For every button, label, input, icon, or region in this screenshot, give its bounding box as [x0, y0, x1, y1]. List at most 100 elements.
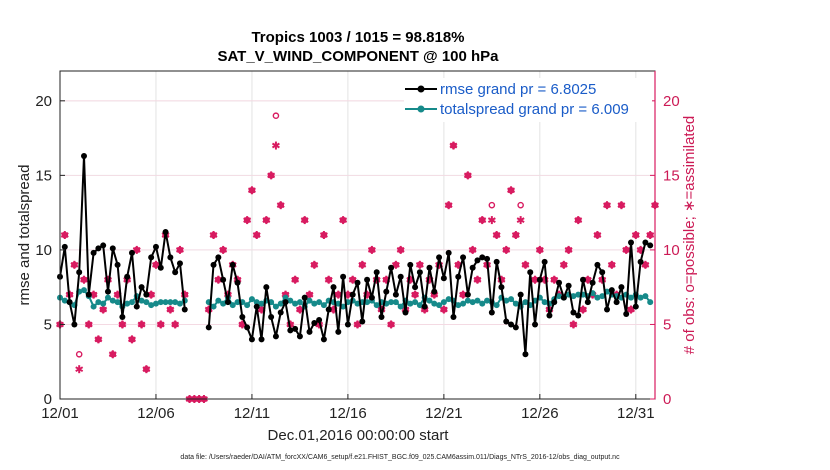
chart-title: Tropics 1003 / 1015 = 98.818%	[251, 29, 464, 46]
obs-assimilated-point	[310, 260, 319, 269]
legend-rmse-label: rmse grand pr = 6.8025	[440, 81, 596, 98]
rmse-point	[503, 318, 510, 325]
rmse-point	[244, 324, 251, 331]
rmse-point	[584, 299, 591, 306]
rmse-point	[565, 282, 572, 289]
rmse-point	[613, 299, 620, 306]
rmse-point	[388, 264, 395, 271]
x-tick-label: 12/06	[137, 405, 175, 422]
spread-point	[522, 299, 529, 306]
y-tick-label: 15	[35, 167, 52, 184]
rmse-point	[325, 306, 332, 313]
rmse-point	[421, 303, 428, 310]
rmse-point	[176, 260, 183, 267]
chart-subtitle: SAT_V_WIND_COMPONENT @ 100 hPa	[217, 48, 499, 65]
obs-possible-point	[488, 201, 496, 209]
rmse-point	[589, 279, 596, 286]
spread-point	[287, 297, 294, 304]
rmse-point	[383, 288, 390, 295]
obs-assimilated-point	[535, 245, 544, 254]
rmse-point	[493, 258, 500, 265]
obs-assimilated-point	[521, 260, 530, 269]
spread-point	[90, 303, 97, 310]
obs-assimilated-point	[387, 320, 396, 329]
rmse-point	[349, 291, 356, 298]
rmse-point	[239, 314, 246, 320]
rmse-point	[464, 291, 471, 298]
spread-point	[277, 300, 284, 307]
spread-point	[124, 300, 131, 307]
spread-point	[316, 299, 323, 306]
obs-possible-point	[75, 350, 83, 358]
rmse-point	[272, 333, 279, 340]
spread-point	[431, 300, 438, 307]
rmse-point	[71, 321, 78, 328]
spread-point	[176, 300, 183, 307]
rmse-point	[436, 254, 443, 261]
rmse-point	[373, 269, 380, 276]
rmse-point	[100, 242, 107, 249]
spread-point	[282, 294, 289, 301]
spread-point	[229, 302, 236, 309]
obs-assimilated-point	[142, 365, 151, 374]
rmse-point	[416, 269, 423, 276]
rmse-point	[277, 309, 284, 316]
rmse-point	[575, 312, 582, 319]
obs-assimilated-point	[516, 216, 525, 225]
rmse-point	[484, 255, 491, 262]
x-tick-label: 12/26	[521, 405, 559, 422]
obs-possible-point	[272, 112, 280, 120]
obs-assimilated-point	[166, 305, 175, 314]
legend-box	[404, 78, 652, 122]
spread-point	[320, 302, 327, 309]
obs-assimilated-point	[319, 231, 328, 239]
obs-assimilated-point	[511, 231, 520, 239]
rmse-point	[104, 288, 111, 295]
spread-point	[172, 299, 179, 306]
spread-point	[311, 300, 318, 307]
y-right-tick-label: 0	[663, 391, 671, 408]
spread-point	[244, 302, 251, 309]
obs-assimilated-point	[603, 201, 611, 210]
obs-assimilated-point	[411, 290, 420, 299]
rmse-point	[594, 261, 601, 268]
obs-assimilated-point	[70, 260, 79, 269]
rmse-point	[402, 309, 409, 316]
obs-assimilated-point	[473, 275, 482, 284]
spread-point	[469, 299, 476, 306]
rmse-point	[316, 316, 323, 323]
spread-point	[296, 299, 303, 306]
obs-assimilated-point	[617, 201, 626, 210]
obs-assimilated-point	[324, 275, 333, 284]
rmse-point	[224, 299, 231, 306]
obs-assimilated-point	[247, 186, 256, 195]
rmse-point	[512, 324, 519, 331]
rmse-point	[364, 276, 371, 283]
rmse-point	[66, 299, 73, 306]
obs-assimilated-point	[492, 231, 501, 239]
obs-assimilated-point	[108, 350, 117, 359]
spread-point	[80, 287, 87, 294]
spread-point	[556, 293, 563, 300]
rmse-point	[124, 273, 131, 280]
legend-spread-marker	[417, 105, 425, 113]
obs-assimilated-point	[579, 305, 588, 314]
obs-layer	[56, 111, 659, 403]
obs-assimilated-point	[367, 245, 376, 254]
spread-point	[474, 297, 481, 304]
rmse-point	[80, 152, 87, 159]
spread-point	[594, 294, 601, 301]
spread-point	[575, 291, 582, 298]
obs-assimilated-point	[252, 231, 261, 239]
rmse-point	[296, 333, 303, 340]
rmse-point	[253, 303, 260, 310]
rmse-point	[109, 245, 116, 252]
y-right-tick-label: 5	[663, 316, 671, 333]
obs-assimilated-point	[468, 245, 477, 254]
spread-point	[128, 299, 135, 306]
rmse-point	[522, 351, 529, 358]
rmse-point	[152, 243, 159, 250]
y-tick-label: 20	[35, 93, 52, 110]
rmse-point	[340, 273, 347, 280]
spread-point	[210, 303, 217, 310]
